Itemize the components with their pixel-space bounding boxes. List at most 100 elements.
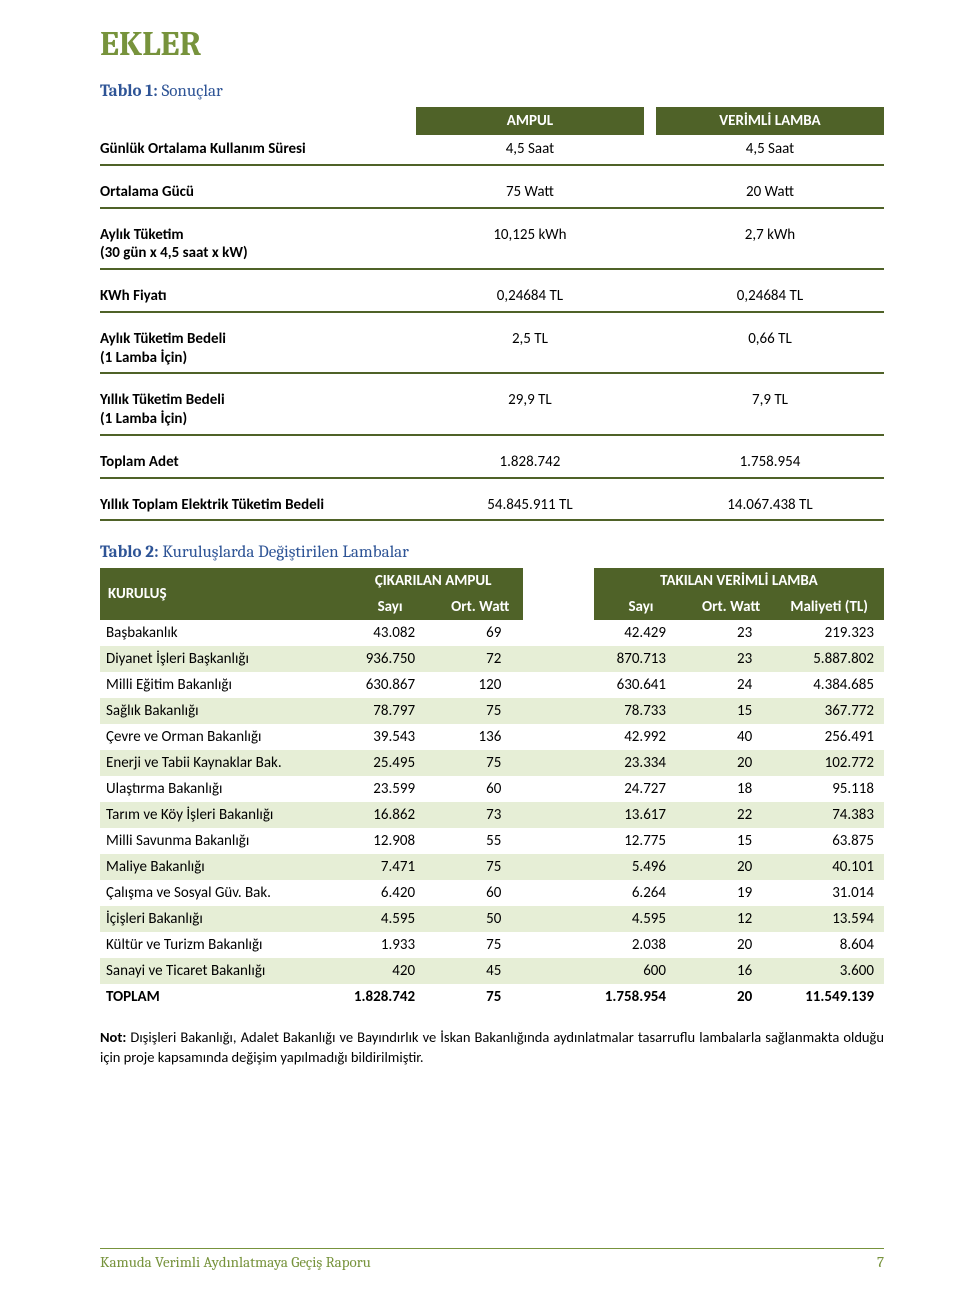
table2-cell-name: İçişleri Bakanlığı bbox=[100, 906, 343, 932]
table1-cell: 4,5 Saat bbox=[416, 135, 644, 165]
table2-row: Diyanet İşleri Başkanlığı936.75072870.71… bbox=[100, 646, 884, 672]
table1-cell: 7,9 TL bbox=[656, 386, 884, 435]
table2-row: Maliye Bakanlığı7.471755.4962040.101 bbox=[100, 854, 884, 880]
table2-cell-spacer bbox=[523, 854, 594, 880]
table2-cell-spacer bbox=[523, 750, 594, 776]
table1-row: Aylık Tüketim Bedeli(1 Lamba İçin)2,5 TL… bbox=[100, 325, 884, 374]
table1-cell: 1.828.742 bbox=[416, 448, 644, 478]
table2-cell-maliyet: 367.772 bbox=[774, 698, 884, 724]
table2-cell-watt2: 12 bbox=[688, 906, 774, 932]
t2-total-b: 75 bbox=[437, 984, 523, 1010]
table2-cell-sayi1: 78.797 bbox=[343, 698, 437, 724]
table2-cell-watt1: 75 bbox=[437, 932, 523, 958]
table2-cell-sayi2: 5.496 bbox=[594, 854, 688, 880]
table2-cell-watt2: 19 bbox=[688, 880, 774, 906]
table1-row: KWh Fiyatı0,24684 TL0,24684 TL bbox=[100, 282, 884, 312]
t2-h-kurulus: KURULUŞ bbox=[100, 568, 343, 620]
table1-cell: 4,5 Saat bbox=[656, 135, 884, 165]
table1-row-label: Yıllık Toplam Elektrik Tüketim Bedeli bbox=[100, 491, 416, 521]
table2-cell-name: Kültür ve Turizm Bakanlığı bbox=[100, 932, 343, 958]
t2-h-maliyet: Maliyeti (TL) bbox=[774, 594, 884, 620]
table2-row: Milli Savunma Bakanlığı12.9085512.775156… bbox=[100, 828, 884, 854]
table1-header-c1: AMPUL bbox=[416, 107, 644, 135]
table2-cell-maliyet: 31.014 bbox=[774, 880, 884, 906]
table2-cell-watt2: 20 bbox=[688, 854, 774, 880]
table1-title-label: Tablo 1: bbox=[100, 82, 158, 101]
table2-cell-sayi1: 12.908 bbox=[343, 828, 437, 854]
table2-row: Çalışma ve Sosyal Güv. Bak.6.420606.2641… bbox=[100, 880, 884, 906]
t2-h-sayi1: Sayı bbox=[343, 594, 437, 620]
table1-cell: 14.067.438 TL bbox=[656, 491, 884, 521]
table2-cell-watt2: 23 bbox=[688, 646, 774, 672]
table1-row-label: Aylık Tüketim(30 gün x 4,5 saat x kW) bbox=[100, 221, 416, 270]
table2-cell-watt2: 20 bbox=[688, 750, 774, 776]
table2-total-row: TOPLAM 1.828.742 75 1.758.954 20 11.549.… bbox=[100, 984, 884, 1010]
table2-cell-sayi2: 630.641 bbox=[594, 672, 688, 698]
t2-h-watt2: Ort. Watt bbox=[688, 594, 774, 620]
table2-cell-sayi2: 42.429 bbox=[594, 620, 688, 646]
table2-cell-watt1: 55 bbox=[437, 828, 523, 854]
table2-cell-name: Enerji ve Tabii Kaynaklar Bak. bbox=[100, 750, 343, 776]
table1-cell: 2,5 TL bbox=[416, 325, 644, 374]
table2-row: İçişleri Bakanlığı4.595504.5951213.594 bbox=[100, 906, 884, 932]
note-label: Not: bbox=[100, 1028, 126, 1046]
table2-cell-watt2: 20 bbox=[688, 932, 774, 958]
table2-cell-watt1: 75 bbox=[437, 698, 523, 724]
table1-cell: 10,125 kWh bbox=[416, 221, 644, 270]
table2-cell-sayi2: 24.727 bbox=[594, 776, 688, 802]
table2-cell-spacer bbox=[523, 880, 594, 906]
table1-row-label: KWh Fiyatı bbox=[100, 282, 416, 312]
t2-h-takilan: TAKILAN VERİMLİ LAMBA bbox=[594, 568, 884, 594]
table2-cell-maliyet: 95.118 bbox=[774, 776, 884, 802]
table1-cell: 0,24684 TL bbox=[416, 282, 644, 312]
table2-cell-name: Ulaştırma Bakanlığı bbox=[100, 776, 343, 802]
table2-cell-spacer bbox=[523, 724, 594, 750]
table2-cell-sayi1: 420 bbox=[343, 958, 437, 984]
table2-cell-sayi1: 936.750 bbox=[343, 646, 437, 672]
table2-row: Milli Eğitim Bakanlığı630.867120630.6412… bbox=[100, 672, 884, 698]
table2-cell-maliyet: 219.323 bbox=[774, 620, 884, 646]
table1: AMPUL VERİMLİ LAMBA Günlük Ortalama Kull… bbox=[100, 107, 884, 521]
table2-cell-spacer bbox=[523, 698, 594, 724]
page-title: EKLER bbox=[100, 24, 884, 64]
table2-cell-spacer bbox=[523, 672, 594, 698]
table2-cell-sayi2: 2.038 bbox=[594, 932, 688, 958]
table2-cell-name: Milli Eğitim Bakanlığı bbox=[100, 672, 343, 698]
table1-row-label: Günlük Ortalama Kullanım Süresi bbox=[100, 135, 416, 165]
table2-cell-sayi2: 23.334 bbox=[594, 750, 688, 776]
table1-row: Günlük Ortalama Kullanım Süresi4,5 Saat4… bbox=[100, 135, 884, 165]
table2-cell-spacer bbox=[523, 932, 594, 958]
table2-row: Başbakanlık43.0826942.42923219.323 bbox=[100, 620, 884, 646]
table2-cell-sayi1: 39.543 bbox=[343, 724, 437, 750]
note-paragraph: Not: Dışişleri Bakanlığı, Adalet Bakanlı… bbox=[100, 1028, 884, 1067]
table2-cell-watt2: 18 bbox=[688, 776, 774, 802]
table1-header-c2: VERİMLİ LAMBA bbox=[656, 107, 884, 135]
footer-page: 7 bbox=[877, 1253, 884, 1271]
t2-total-a: 1.828.742 bbox=[343, 984, 437, 1010]
table2-cell-name: Sanayi ve Ticaret Bakanlığı bbox=[100, 958, 343, 984]
t2-h-cikarilan: ÇIKARILAN AMPUL bbox=[343, 568, 523, 594]
table2-cell-watt1: 69 bbox=[437, 620, 523, 646]
table1-row-label: Aylık Tüketim Bedeli(1 Lamba İçin) bbox=[100, 325, 416, 374]
table2-cell-name: Maliye Bakanlığı bbox=[100, 854, 343, 880]
table1-row: Toplam Adet1.828.7421.758.954 bbox=[100, 448, 884, 478]
table2-cell-sayi1: 6.420 bbox=[343, 880, 437, 906]
table2-cell-maliyet: 4.384.685 bbox=[774, 672, 884, 698]
t2-h-watt1: Ort. Watt bbox=[437, 594, 523, 620]
table2-cell-maliyet: 13.594 bbox=[774, 906, 884, 932]
table2-cell-spacer bbox=[523, 802, 594, 828]
table2-cell-sayi2: 870.713 bbox=[594, 646, 688, 672]
table2-cell-watt2: 23 bbox=[688, 620, 774, 646]
table2-cell-spacer bbox=[523, 646, 594, 672]
table2-row: Tarım ve Köy İşleri Bakanlığı16.8627313.… bbox=[100, 802, 884, 828]
table2-cell-spacer bbox=[523, 620, 594, 646]
table2-cell-maliyet: 102.772 bbox=[774, 750, 884, 776]
table2-cell-name: Çevre ve Orman Bakanlığı bbox=[100, 724, 343, 750]
table2-cell-maliyet: 63.875 bbox=[774, 828, 884, 854]
table2-cell-watt1: 60 bbox=[437, 880, 523, 906]
note-text: Dışişleri Bakanlığı, Adalet Bakanlığı ve… bbox=[100, 1028, 884, 1066]
table2-cell-watt1: 60 bbox=[437, 776, 523, 802]
table2-cell-watt1: 45 bbox=[437, 958, 523, 984]
table2-cell-watt1: 120 bbox=[437, 672, 523, 698]
table1-row-label: Toplam Adet bbox=[100, 448, 416, 478]
